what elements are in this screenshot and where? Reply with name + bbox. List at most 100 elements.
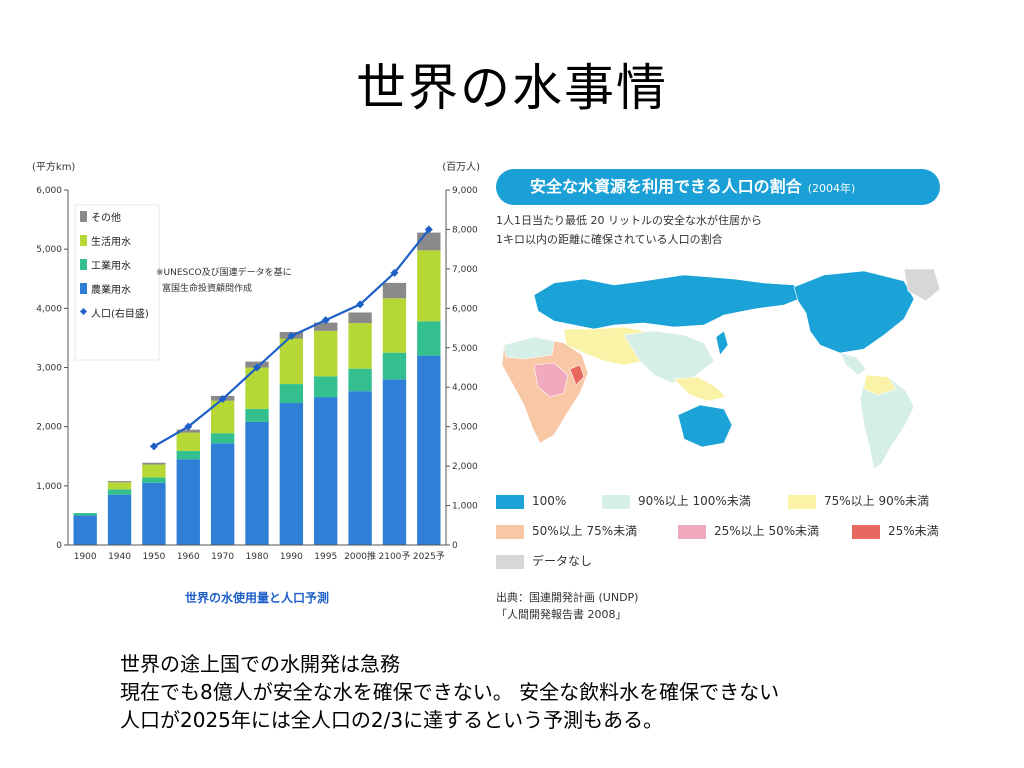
legend-label: 農業用水 [91,283,131,296]
left-tick-label: 5,000 [36,245,62,255]
right-tick-label: 8,000 [452,225,478,235]
x-tick-label: 2025予 [413,551,445,562]
map-region-japan [715,330,729,356]
legend-swatch [788,494,816,509]
legend-label: 工業用水 [91,259,131,272]
map-subtitle-line: 1キロ以内の距離に確保されている人口の割合 [496,233,723,246]
bar-segment [348,323,372,369]
map-region-africa-central [533,362,569,398]
legend-swatch [80,235,87,246]
legend-label: 25%未満 [888,524,939,538]
bar-segment [279,384,304,403]
bar-segment [348,391,372,545]
left-tick-label: 2,000 [36,423,62,433]
legend-label: 75%以上 90%未満 [824,494,930,508]
legend-item: 25%以上 50%未満 [678,523,819,539]
legend-label: 人口(右目盛) [91,307,149,320]
x-tick-label: 1980 [246,552,269,562]
map-banner-title: 安全な水資源を利用できる人口の割合 [530,177,802,196]
legend-swatch [852,524,880,539]
bar-segment [382,352,407,380]
right-tick-label: 6,000 [452,304,478,314]
bar-segment [279,338,304,385]
bar-segment [176,450,200,460]
population-point [287,331,296,340]
bar-segment [107,494,132,545]
body-text: 世界の途上国での水開発は急務 現在でも8億人が安全な水を確保できない。 安全な飲… [120,650,1000,734]
water-usage-chart: (平方km) (百万人) 0 1,000 2,000 3,000 4,000 5,000 6,0… [32,160,480,605]
map-region-europe [533,274,805,330]
map-source-line: 出典：国連開発計画 (UNDP) [496,591,639,604]
legend-swatch [496,554,524,569]
population-point [149,442,158,451]
bar-segment [417,355,441,545]
map-region-greenland [903,268,941,302]
bar-segment [314,322,338,331]
legend-label: 25%以上 50%未満 [714,524,820,538]
chart-note: ※UNESCO及び国連データを基に [156,266,292,278]
bar-segment [142,482,166,545]
bar-segment [210,400,235,434]
left-tick-label: 6,000 [36,186,62,196]
x-tick-label: 2000推 [344,550,376,562]
legend-label: その他 [91,211,121,224]
right-tick-label: 9,000 [452,186,478,196]
map-region-south-asia [623,330,715,384]
population-point [253,363,261,372]
slide-title: 世界の水事情 [356,59,668,117]
map-banner-year: (2004年) [807,182,856,195]
legend-label: 生活用水 [91,235,131,248]
bar-segment [210,443,235,545]
x-tick-label: 1990 [280,552,303,562]
legend-swatch [80,211,87,222]
map-banner: 安全な水資源を利用できる人口の割合 (2004年) [496,169,940,205]
left-tick-label: 4,000 [36,304,62,314]
right-tick-label: 2,000 [452,462,478,472]
population-point [390,268,399,277]
legend-item: 75%以上 90%未満 [788,493,929,509]
map-region-africa-east [569,364,585,386]
bar-segment [314,330,338,377]
x-tick-label: 1960 [177,552,200,562]
water-access-map-panel: 安全な水資源を利用できる人口の割合 (2004年) 1人1日当たり最低 20 リッ… [490,165,952,627]
x-tick-label: 2100予 [379,551,411,562]
legend-swatch [80,308,87,315]
population-point [321,316,330,325]
population-point [218,395,227,404]
bar-segment [279,403,304,545]
right-tick-label: 3,000 [452,423,478,433]
right-axis-unit: (百万人) [442,161,480,173]
right-tick-label: 5,000 [452,344,478,354]
map-region-southeast-asia [673,376,727,402]
bar-segment [382,298,407,353]
bar-segment [245,421,269,545]
bar-segment [417,321,441,356]
legend-item: 100% [496,493,566,509]
x-tick-label: 1970 [211,552,234,562]
body-line: 現在でも8億人が安全な水を確保できない。 安全な飲料水を確保できない [120,680,780,704]
bar-segment [107,489,132,495]
map-region-south-america-north [863,374,897,396]
population-point [356,300,365,309]
map-region-north-america [793,270,915,354]
x-tick-label: 1900 [74,552,97,562]
map-subtitle-line: 1人1日当たり最低 20 リットルの安全な水が住居から [496,214,762,227]
bar-segment [382,282,407,299]
legend-label: 50%以上 75%未満 [532,524,638,538]
left-tick-label: 0 [56,541,62,551]
chart-title: 世界の水使用量と人口予測 [185,590,329,605]
bar-segment [107,482,132,490]
legend-item: 90%以上 100%未満 [602,493,751,509]
legend-swatch [602,494,630,509]
population-point [184,422,193,431]
bar-segment [73,515,97,545]
bar-segment [348,368,372,392]
bar-segment [142,462,166,465]
legend-item: 25%未満 [852,523,939,539]
legend-swatch [496,494,524,509]
legend-swatch [80,259,87,270]
right-tick-label: 1,000 [452,502,478,512]
bar-segment [245,408,269,422]
bar-segment [417,250,441,322]
bar-segment [142,477,166,483]
